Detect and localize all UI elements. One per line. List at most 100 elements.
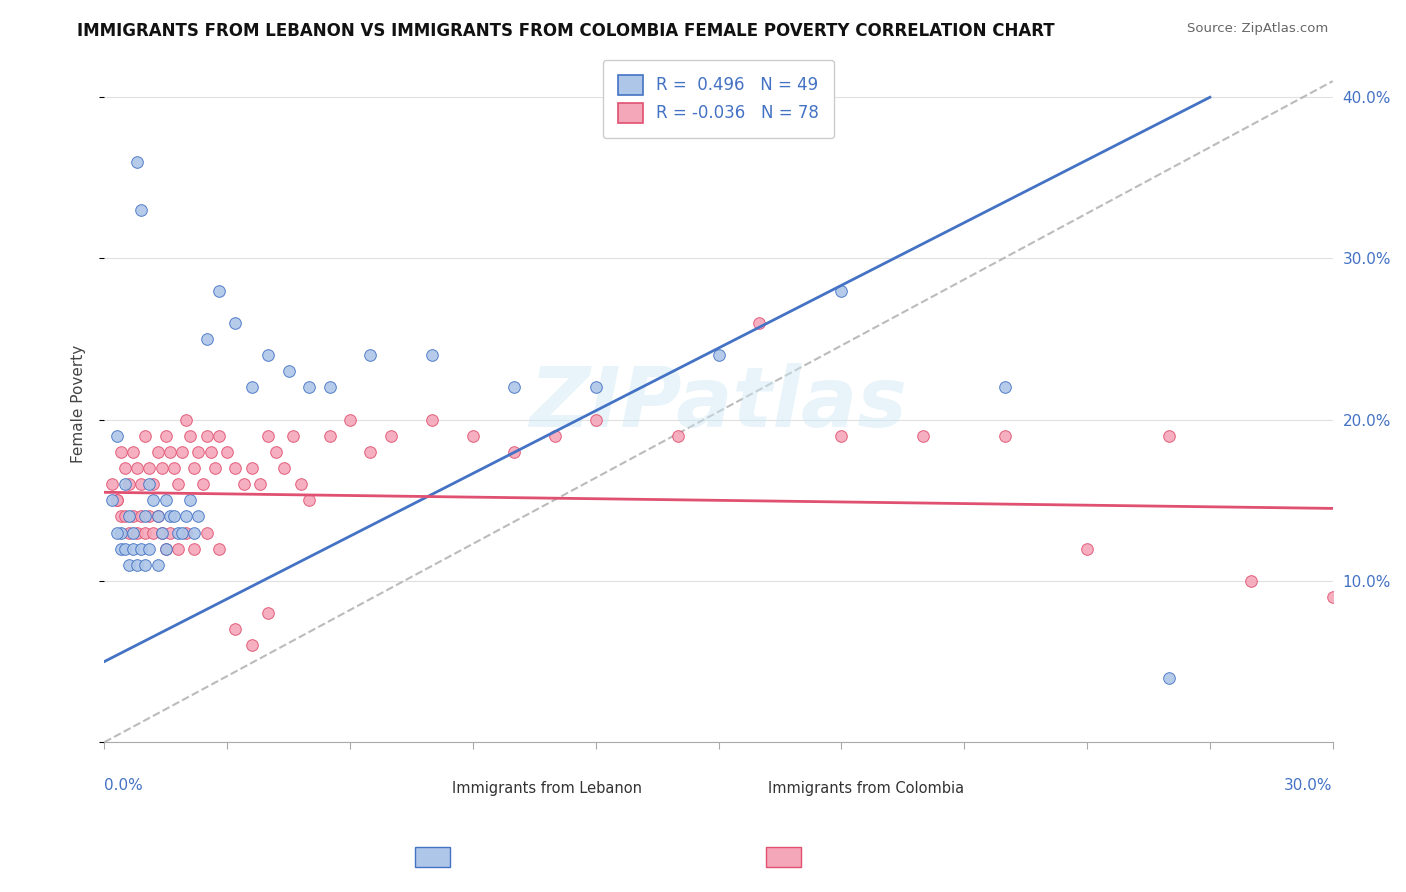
Point: [163, 509, 186, 524]
Point: [208, 541, 231, 556]
Point: [146, 558, 169, 572]
Point: [172, 525, 194, 540]
Point: [273, 461, 295, 475]
Point: [502, 380, 524, 394]
Point: [191, 477, 214, 491]
Point: [125, 461, 148, 475]
Point: [339, 413, 361, 427]
Point: [281, 429, 304, 443]
Point: [195, 525, 218, 540]
Point: [707, 348, 730, 362]
Point: [174, 525, 197, 540]
Point: [257, 606, 280, 620]
Point: [142, 493, 165, 508]
Point: [101, 477, 124, 491]
Point: [240, 380, 263, 394]
Point: [163, 461, 186, 475]
Point: [105, 493, 128, 508]
Point: [359, 445, 381, 459]
Point: [420, 413, 443, 427]
Point: [420, 348, 443, 362]
Point: [912, 429, 935, 443]
Point: [125, 154, 148, 169]
Point: [138, 477, 160, 491]
Point: [461, 429, 484, 443]
Text: Immigrants from Colombia: Immigrants from Colombia: [768, 781, 965, 796]
Point: [114, 477, 136, 491]
Point: [146, 509, 169, 524]
Point: [359, 348, 381, 362]
Point: [183, 541, 205, 556]
Point: [830, 429, 852, 443]
Point: [249, 477, 271, 491]
Point: [232, 477, 254, 491]
Point: [134, 429, 156, 443]
Point: [134, 509, 156, 524]
Point: [298, 493, 321, 508]
Point: [544, 429, 567, 443]
Point: [187, 445, 209, 459]
Point: [298, 380, 321, 394]
Point: [179, 493, 201, 508]
Point: [129, 541, 152, 556]
Point: [167, 525, 190, 540]
Text: Source: ZipAtlas.com: Source: ZipAtlas.com: [1188, 22, 1329, 36]
Point: [666, 429, 689, 443]
Point: [318, 429, 340, 443]
Point: [224, 316, 246, 330]
Point: [208, 429, 231, 443]
Point: [318, 380, 340, 394]
Text: 30.0%: 30.0%: [1284, 778, 1333, 793]
Point: [122, 509, 145, 524]
Point: [257, 348, 280, 362]
Point: [159, 445, 181, 459]
Point: [172, 445, 194, 459]
Point: [167, 477, 190, 491]
Point: [118, 509, 141, 524]
Point: [138, 509, 160, 524]
Point: [110, 509, 132, 524]
Point: [142, 477, 165, 491]
Point: [134, 525, 156, 540]
Point: [183, 525, 205, 540]
Point: [240, 461, 263, 475]
Point: [125, 558, 148, 572]
Point: [502, 445, 524, 459]
Text: IMMIGRANTS FROM LEBANON VS IMMIGRANTS FROM COLOMBIA FEMALE POVERTY CORRELATION C: IMMIGRANTS FROM LEBANON VS IMMIGRANTS FR…: [77, 22, 1054, 40]
Point: [224, 461, 246, 475]
Point: [380, 429, 402, 443]
Point: [1157, 671, 1180, 685]
Point: [200, 445, 222, 459]
Point: [129, 509, 152, 524]
Point: [224, 623, 246, 637]
Point: [1157, 429, 1180, 443]
Point: [110, 525, 132, 540]
Point: [290, 477, 312, 491]
Point: [994, 429, 1017, 443]
Point: [134, 558, 156, 572]
Point: [217, 445, 239, 459]
Point: [138, 541, 160, 556]
Point: [994, 380, 1017, 394]
Point: [187, 509, 209, 524]
Point: [129, 477, 152, 491]
Point: [110, 541, 132, 556]
Point: [195, 332, 218, 346]
Point: [146, 445, 169, 459]
Point: [174, 509, 197, 524]
Point: [155, 541, 177, 556]
Point: [118, 477, 141, 491]
Y-axis label: Female Poverty: Female Poverty: [72, 344, 86, 463]
Point: [122, 541, 145, 556]
Point: [138, 461, 160, 475]
Legend: R =  0.496   N = 49, R = -0.036   N = 78: R = 0.496 N = 49, R = -0.036 N = 78: [603, 60, 834, 138]
Point: [122, 445, 145, 459]
Point: [118, 525, 141, 540]
Point: [155, 429, 177, 443]
Point: [118, 558, 141, 572]
Point: [105, 493, 128, 508]
Point: [277, 364, 299, 378]
Point: [204, 461, 226, 475]
Point: [585, 413, 607, 427]
Point: [150, 525, 173, 540]
